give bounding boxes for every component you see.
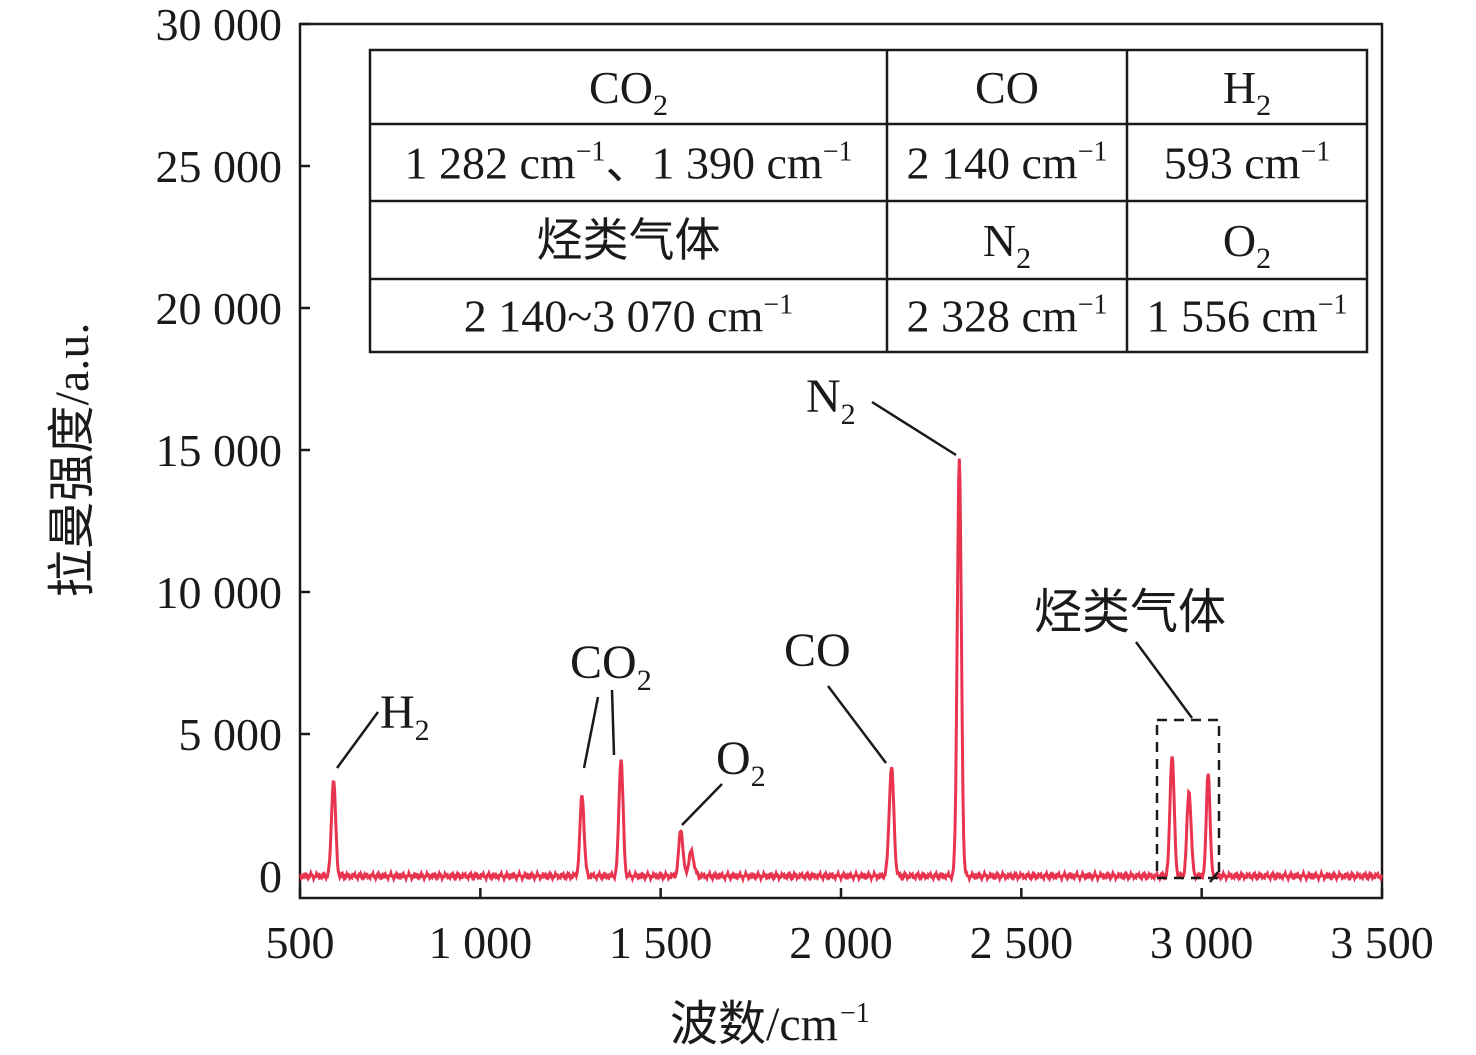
leader-line [1209,871,1219,883]
svg-text:烃类气体: 烃类气体 [1034,586,1226,639]
peak-label: CO [784,624,851,677]
table-cell: O2 [1223,215,1271,275]
leader-line [1134,641,1194,719]
x-tick-label: 2 000 [789,917,893,968]
table-cell: 1 556 cm−1 [1147,290,1348,342]
svg-text:N2: N2 [806,370,856,431]
svg-text:−1: −1 [840,998,870,1029]
y-tick-label: 10 000 [156,567,283,618]
leader-line [681,783,723,826]
x-tick-label: 500 [266,917,335,968]
x-tick-label: 2 500 [970,917,1074,968]
peak-label: 烃类气体 [1034,586,1226,639]
svg-text:CO: CO [784,624,851,677]
leader-line [871,400,957,457]
x-axis-title: 波数/cm −1 [670,998,870,1051]
peak-label: CO2 [570,636,652,697]
svg-text:波数/cm: 波数/cm [670,998,838,1051]
leader-line [610,689,616,756]
x-tick-label: 1 000 [429,917,533,968]
table-cell: CO [975,62,1039,113]
axis-ticks: 500 1 000 1 500 2 000 2 500 3 000 3 500 0 5 000 1… [156,0,1434,968]
y-tick-label: 25 000 [156,141,283,192]
svg-text:CO2: CO2 [570,636,652,697]
table-cell: N2 [983,215,1031,275]
y-tick-label: 5 000 [179,709,283,760]
x-tick-label: 3 500 [1330,917,1434,968]
table-cell: 1 282 cm−1、1 390 cm−1 [405,137,853,189]
y-axis-title: 拉曼强度/a.u. [46,323,99,598]
table-cell: H2 [1223,62,1271,122]
peak-label: H2 [380,686,430,747]
table-cell: 2 328 cm−1 [907,290,1108,342]
y-tick-label: 20 000 [156,283,283,334]
table-cell: 烃类气体 [537,215,721,266]
leader-line [582,696,600,769]
peak-label: N2 [806,370,856,431]
leader-line [335,711,380,769]
y-tick-label: 30 000 [156,0,283,50]
peak-label: O2 [716,732,766,793]
table-cell: 2 140 cm−1 [907,137,1108,189]
x-tick-label: 1 500 [609,917,713,968]
svg-text:H2: H2 [380,686,430,747]
spectrum-line [299,458,1384,884]
leader-line [827,685,887,764]
y-tick-label: 15 000 [156,425,283,476]
x-tick-label: 3 000 [1150,917,1254,968]
table-cell: CO2 [589,62,668,122]
table-cell: 593 cm−1 [1164,137,1331,189]
highlight-box [1155,718,1221,880]
series-layer [299,458,1384,884]
inset-table: CO2 CO H2 1 282 cm−1、1 390 cm−1 2 140 cm−1 59… [368,48,1369,354]
svg-text:O2: O2 [716,732,766,793]
table-cell: 2 140~3 070 cm−1 [464,290,793,342]
annotation-layer: H2 CO2 O2 CO N2 烃类气体 [335,370,1226,883]
y-tick-label: 0 [259,851,282,902]
